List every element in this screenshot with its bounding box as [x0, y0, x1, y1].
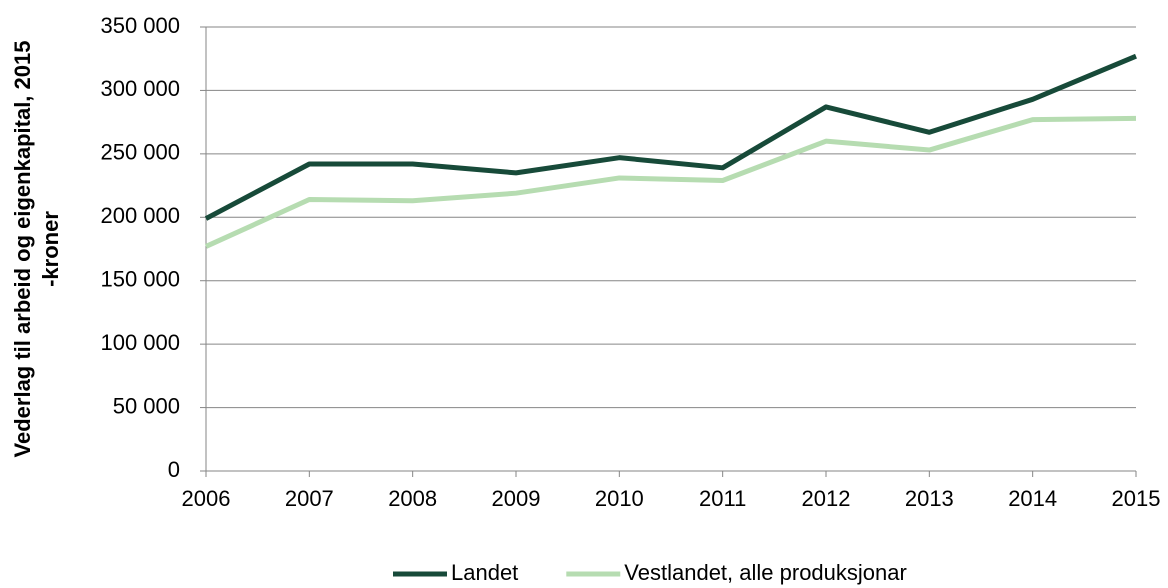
x-tick-label: 2009 [492, 486, 541, 511]
legend-label: Landet [451, 560, 518, 585]
y-tick-label: 0 [168, 457, 180, 482]
y-tick-label: 50 000 [113, 393, 180, 418]
y-tick-label: 150 000 [100, 267, 180, 292]
x-tick-label: 2007 [285, 486, 334, 511]
y-tick-label: 250 000 [100, 140, 180, 165]
x-tick-label: 2008 [388, 486, 437, 511]
y-axis-label: -kroner [38, 211, 63, 287]
x-tick-label: 2015 [1112, 486, 1161, 511]
y-tick-label: 300 000 [100, 76, 180, 101]
x-tick-label: 2011 [699, 486, 746, 511]
x-tick-label: 2006 [182, 486, 231, 511]
y-axis-label: Vederlag til arbeid og eigenkapital, 201… [10, 41, 35, 458]
legend-label: Vestlandet, alle produksjonar [624, 560, 907, 585]
line [204, 115, 1137, 249]
line [204, 53, 1137, 221]
x-tick-label: 2012 [802, 486, 851, 511]
x-tick-label: 2010 [595, 486, 644, 511]
y-tick-label: 100 000 [100, 330, 180, 355]
x-tick-label: 2013 [905, 486, 954, 511]
y-tick-label: 350 000 [100, 13, 180, 38]
x-tick-label: 2014 [1008, 486, 1057, 511]
y-tick-label: 200 000 [100, 203, 180, 228]
